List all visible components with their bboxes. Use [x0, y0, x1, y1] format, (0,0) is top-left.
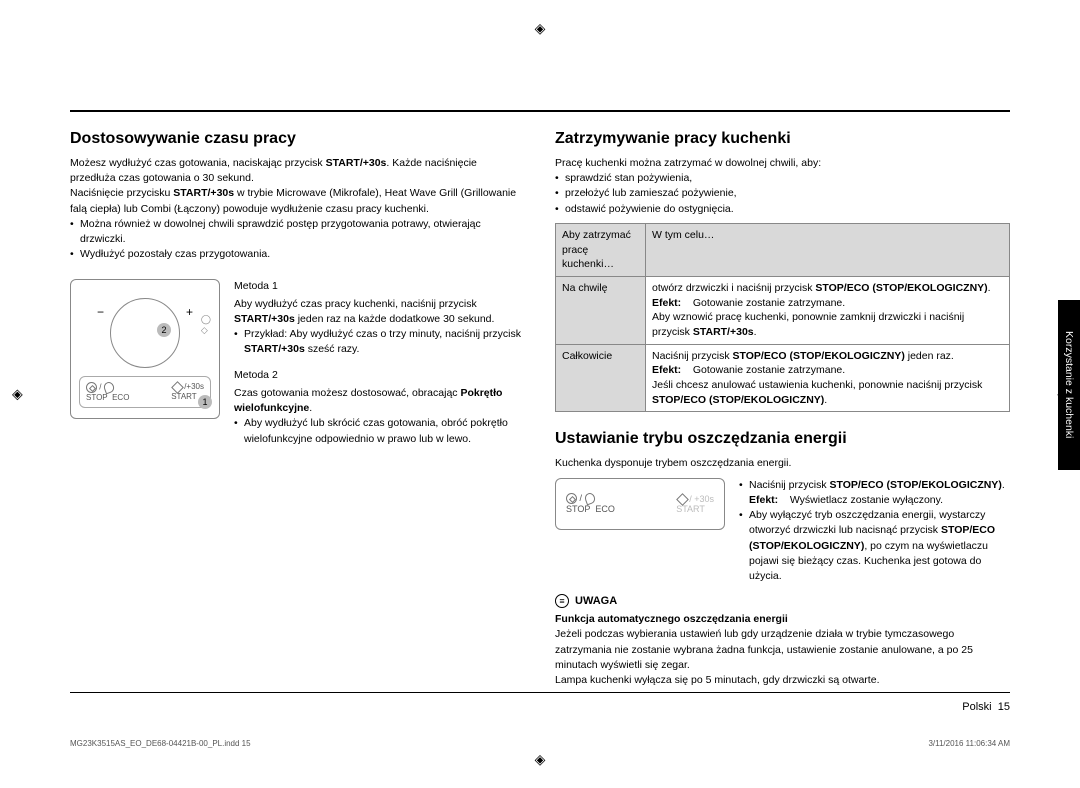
- method1-label: Metoda 1: [234, 279, 525, 294]
- registration-mark-bottom: ◈: [535, 751, 546, 768]
- registration-mark-left: ◈: [12, 386, 23, 403]
- heading-energy: Ustawianie trybu oszczędzania energii: [555, 430, 1010, 448]
- stop-eco-group: / STOP ECO: [86, 382, 129, 402]
- list-item: Naciśnij przycisk STOP/ECO (STOP/EKOLOGI…: [739, 478, 1010, 508]
- button-row: / STOP ECO /+30s START 1: [79, 376, 211, 408]
- energy-bullets: Naciśnij przycisk STOP/ECO (STOP/EKOLOGI…: [739, 478, 1010, 585]
- note-label: UWAGA: [575, 595, 617, 607]
- plus-icon: +: [186, 305, 193, 319]
- method2-bullet: Aby wydłużyć lub skrócić czas gotowania,…: [234, 416, 525, 446]
- row-full-label: Całkowicie: [556, 344, 646, 412]
- method1-text: Aby wydłużyć czas pracy kuchenki, naciśn…: [234, 297, 525, 327]
- control-panel-diagram: − + 2 ◯ ◇ / STOP ECO: [70, 279, 220, 419]
- print-mark-left: MG23K3515AS_EO_DE68-04421B-00_PL.indd 15: [70, 739, 251, 748]
- heading-stop: Zatrzymywanie pracy kuchenki: [555, 130, 1010, 148]
- note-p2: Lampa kuchenki wyłącza się po 5 minutach…: [555, 673, 1010, 688]
- note-icon: ≡: [555, 594, 569, 608]
- list-item: Wydłużyć pozostały czas przygotowania.: [70, 247, 525, 262]
- stop-reasons: sprawdzić stan pożywienia, przełożyć lub…: [555, 171, 1010, 217]
- note-header: ≡ UWAGA: [555, 594, 1010, 608]
- rule-bottom: [70, 692, 1010, 693]
- method1-example: Przykład: Aby wydłużyć czas o trzy minut…: [234, 327, 525, 357]
- stop-table: Aby zatrzymać pracę kuchenki… W tym celu…: [555, 223, 1010, 413]
- energy-intro: Kuchenka dysponuje trybem oszczędzania e…: [555, 456, 1010, 471]
- callout-1: 1: [198, 395, 212, 409]
- stop-icon: [566, 493, 577, 504]
- list-adjust: Można również w dowolnej chwili sprawdzi…: [70, 217, 525, 263]
- th-2: W tym celu…: [646, 223, 1010, 276]
- page-footer: Polski 15: [962, 701, 1010, 713]
- th-1: Aby zatrzymać pracę kuchenki…: [556, 223, 646, 276]
- heading-adjust-time: Dostosowywanie czasu pracy: [70, 130, 525, 148]
- col-right: Zatrzymywanie pracy kuchenki Pracę kuche…: [555, 130, 1010, 688]
- stop-eco-group: / STOP ECO: [566, 493, 615, 514]
- row-pause-desc: otwórz drzwiczki i naciśnij przycisk STO…: [646, 276, 1010, 344]
- para-adjust-2: Naciśnięcie przycisku START/+30s w trybi…: [70, 186, 525, 216]
- page-content: Dostosowywanie czasu pracy Możesz wydłuż…: [70, 100, 1010, 718]
- list-item: odstawić pożywienie do ostygnięcia.: [555, 202, 1010, 217]
- row-pause-label: Na chwilę: [556, 276, 646, 344]
- method-row: − + 2 ◯ ◇ / STOP ECO: [70, 279, 525, 457]
- minus-icon: −: [97, 305, 104, 319]
- stop-intro: Pracę kuchenki można zatrzymać w dowolne…: [555, 156, 1010, 171]
- list-item: przełożyć lub zamieszać pożywienie,: [555, 186, 1010, 201]
- print-mark-right: 3/11/2016 11:06:34 AM: [928, 739, 1010, 748]
- callout-2: 2: [157, 323, 171, 337]
- registration-mark-top: ◈: [535, 20, 546, 37]
- start-group-dim: / +30s START: [676, 494, 714, 514]
- side-tab: Korzystanie z kuchenki: [1058, 300, 1080, 470]
- para-adjust-1: Możesz wydłużyć czas gotowania, naciskaj…: [70, 156, 525, 186]
- methods-text: Metoda 1 Aby wydłużyć czas pracy kuchenk…: [234, 279, 525, 457]
- list-item: sprawdzić stan pożywienia,: [555, 171, 1010, 186]
- method2-text: Czas gotowania możesz dostosować, obraca…: [234, 386, 525, 416]
- row-full-desc: Naciśnij przycisk STOP/ECO (STOP/EKOLOGI…: [646, 344, 1010, 412]
- list-item: Aby wyłączyć tryb oszczędzania energii, …: [739, 508, 1010, 584]
- list-item: Można również w dowolnej chwili sprawdzi…: [70, 217, 525, 247]
- button-row-diagram: / STOP ECO / +30s START: [555, 478, 725, 530]
- note-subhead: Funkcja automatycznego oszczędzania ener…: [555, 612, 1010, 627]
- note-p1: Jeżeli podczas wybierania ustawień lub g…: [555, 627, 1010, 673]
- method2-label: Metoda 2: [234, 368, 525, 383]
- stop-icon: [86, 382, 97, 393]
- dial-icon: − + 2: [110, 298, 180, 368]
- col-left: Dostosowywanie czasu pracy Możesz wydłuż…: [70, 130, 525, 688]
- mode-icons: ◯ ◇: [201, 314, 211, 337]
